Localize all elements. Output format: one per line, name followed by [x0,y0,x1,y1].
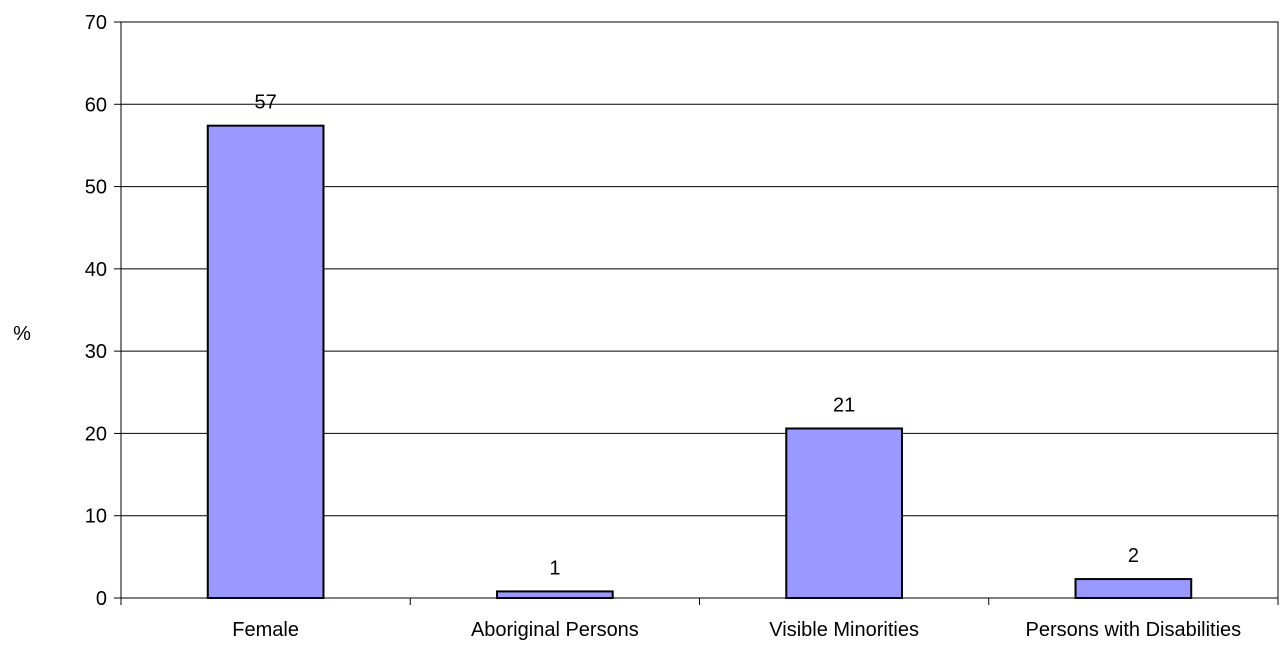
bar-persons-with-disabilities [1074,578,1193,599]
data-label: 2 [1128,545,1139,567]
y-axis-label: % [13,323,31,345]
category-label: Persons with Disabilities [1026,619,1242,641]
y-tick-label: 70 [85,12,107,34]
data-label: 21 [833,394,855,416]
y-tick-label: 0 [96,588,107,610]
labels: 0 10 20 30 40 50 60 70 57 Female 1 Aboriginal Perso… [85,12,1241,641]
data-label: 1 [549,557,560,579]
y-tick-label: 20 [85,423,107,445]
y-tick-label: 40 [85,259,107,281]
y-tick-label: 60 [85,94,107,116]
data-label: 57 [255,92,277,114]
bars [206,124,1193,600]
y-tick-label: 10 [85,506,107,528]
y-tick-label: 50 [85,177,107,199]
category-label: Visible Minorities [769,619,919,641]
category-label: Aboriginal Persons [471,619,639,641]
bar-visible-minorities [785,427,903,599]
axes [114,21,1279,605]
bar-female [206,124,325,600]
category-label: Female [232,619,299,641]
bar-aboriginal-persons [496,590,614,599]
y-tick-label: 30 [85,341,107,363]
